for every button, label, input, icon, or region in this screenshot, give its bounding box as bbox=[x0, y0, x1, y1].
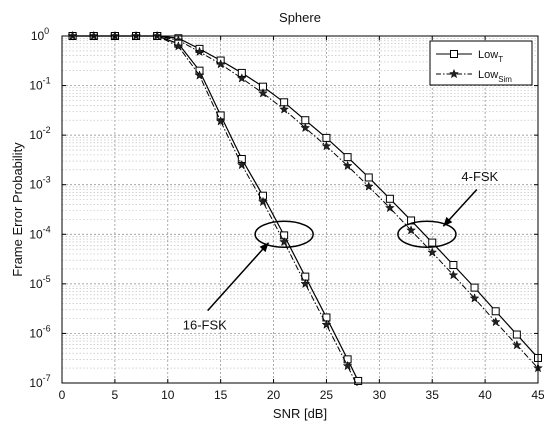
annotation-label: 16-FSK bbox=[183, 318, 227, 333]
annotation-arrowhead bbox=[259, 242, 269, 253]
x-tick-label: 20 bbox=[267, 388, 281, 402]
data-point-star bbox=[300, 278, 311, 289]
data-point-star bbox=[384, 202, 395, 213]
x-tick-label: 45 bbox=[531, 388, 544, 402]
data-point-square bbox=[470, 283, 479, 292]
data-point-star bbox=[258, 88, 268, 98]
data-point-star bbox=[321, 140, 332, 151]
data-point-star bbox=[279, 236, 290, 247]
data-point-star bbox=[427, 247, 438, 257]
data-point-star bbox=[363, 181, 374, 191]
data-point-star bbox=[448, 269, 459, 280]
data-point-square bbox=[385, 194, 394, 203]
x-tick-label: 10 bbox=[161, 388, 175, 402]
x-tick-label: 25 bbox=[320, 388, 334, 402]
data-point-square bbox=[428, 238, 437, 247]
y-tick-label: 10-3 bbox=[29, 175, 50, 192]
x-tick-label: 40 bbox=[478, 388, 492, 402]
plot-frame bbox=[61, 35, 539, 384]
x-tick-label: 0 bbox=[59, 388, 66, 402]
y-tick-label: 10-2 bbox=[29, 125, 50, 142]
legend-marker-star bbox=[449, 68, 459, 79]
annotation-arrow bbox=[207, 242, 270, 312]
data-point-star bbox=[236, 73, 247, 83]
data-point-square bbox=[449, 261, 458, 270]
annotation-arrowhead bbox=[443, 216, 453, 227]
data-point-star bbox=[342, 160, 353, 171]
x-tick-label: 5 bbox=[112, 388, 119, 402]
data-point-star bbox=[406, 225, 417, 235]
data-point-square bbox=[322, 133, 331, 142]
legend-entry-label: LowSim bbox=[478, 69, 512, 84]
data-point-star bbox=[279, 104, 290, 114]
data-point-square bbox=[343, 153, 352, 162]
data-point-star bbox=[511, 339, 522, 350]
y-tick-label: 10-4 bbox=[29, 224, 50, 241]
data-point-star bbox=[215, 58, 226, 69]
y-tick-label: 100 bbox=[31, 26, 49, 43]
y-tick-label: 10-6 bbox=[29, 323, 50, 340]
data-point-star bbox=[173, 41, 184, 51]
data-point-star bbox=[469, 293, 480, 303]
annotation-layer: 4-FSK 16-FSK bbox=[183, 169, 499, 333]
data-point-star bbox=[194, 46, 205, 57]
y-tick-label: 10-5 bbox=[29, 274, 50, 291]
data-point-square bbox=[301, 116, 310, 125]
legend-box bbox=[429, 40, 533, 86]
data-point-square bbox=[364, 173, 373, 182]
data-point-star bbox=[321, 319, 332, 329]
data-point-square bbox=[491, 307, 500, 316]
data-point-star bbox=[300, 122, 311, 133]
data-point-star bbox=[236, 159, 247, 170]
x-tick-label: 15 bbox=[214, 388, 228, 402]
annotation-label: 4-FSK bbox=[461, 169, 498, 184]
x-axis-label: SNR [dB] bbox=[273, 406, 327, 421]
legend-marker-square bbox=[450, 50, 458, 58]
data-point-star bbox=[258, 196, 268, 207]
tick-layer: 0 5 10 15 20 25 30 35 40 45 100 10-1 10-2 10-3 10-4 10-… bbox=[29, 26, 544, 402]
data-point-star bbox=[342, 360, 353, 371]
y-tick-label: 10-7 bbox=[29, 373, 50, 390]
y-axis-label: Frame Error Probability bbox=[10, 142, 25, 277]
annotation-ellipse bbox=[397, 220, 457, 249]
x-tick-label: 35 bbox=[426, 388, 440, 402]
y-tick-label: 10-1 bbox=[29, 76, 50, 93]
legend: LowT LowSim bbox=[429, 40, 533, 86]
data-point-square bbox=[512, 330, 521, 339]
legend-entry-label: LowT bbox=[478, 49, 503, 64]
chart-title: Sphere bbox=[279, 10, 321, 25]
data-point-star bbox=[215, 116, 226, 126]
x-tick-label: 30 bbox=[373, 388, 387, 402]
data-point-star bbox=[490, 316, 501, 327]
data-point-star bbox=[194, 70, 205, 80]
annotation-ellipse bbox=[254, 220, 314, 249]
